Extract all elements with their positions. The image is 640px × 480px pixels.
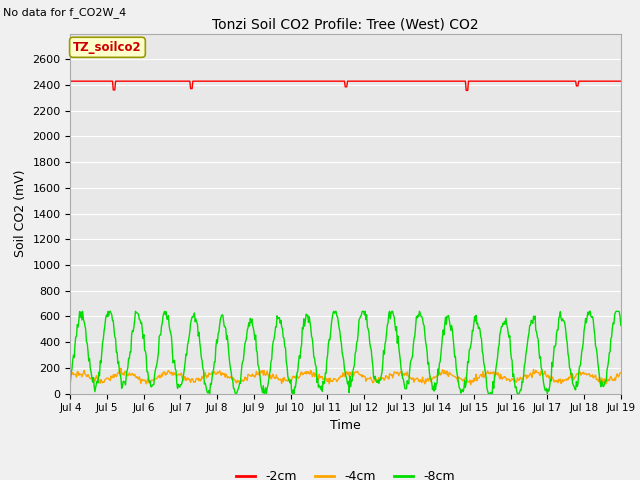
-2cm — [462, 87, 470, 93]
-2cm — [413, 78, 420, 84]
-8cm — [190, 312, 198, 318]
-8cm — [414, 312, 422, 318]
Line: -4cm: -4cm — [70, 368, 621, 384]
Text: TZ_soilco2: TZ_soilco2 — [73, 41, 142, 54]
Legend: -2cm, -4cm, -8cm: -2cm, -4cm, -8cm — [232, 465, 460, 480]
Title: Tonzi Soil CO2 Profile: Tree (West) CO2: Tonzi Soil CO2 Profile: Tree (West) CO2 — [212, 17, 479, 31]
-2cm — [133, 78, 141, 84]
-2cm — [429, 78, 436, 84]
Line: -2cm: -2cm — [70, 81, 621, 90]
-4cm — [134, 375, 141, 381]
Line: -8cm: -8cm — [70, 312, 621, 394]
-8cm — [206, 391, 214, 396]
-4cm — [117, 365, 125, 371]
-4cm — [77, 372, 84, 377]
-2cm — [67, 78, 74, 84]
-8cm — [220, 318, 227, 324]
-4cm — [429, 374, 437, 380]
-8cm — [77, 314, 84, 320]
-4cm — [219, 372, 227, 377]
-8cm — [67, 380, 74, 385]
X-axis label: Time: Time — [330, 419, 361, 432]
-2cm — [189, 78, 196, 84]
Y-axis label: Soil CO2 (mV): Soil CO2 (mV) — [14, 170, 27, 257]
-2cm — [218, 78, 226, 84]
-8cm — [617, 323, 625, 328]
-4cm — [413, 375, 421, 381]
-2cm — [617, 78, 625, 84]
-4cm — [617, 370, 625, 375]
-2cm — [77, 78, 84, 84]
-4cm — [67, 374, 74, 380]
-8cm — [79, 309, 86, 314]
-4cm — [190, 379, 198, 385]
-4cm — [467, 382, 475, 387]
-8cm — [134, 311, 141, 316]
Text: No data for f_CO2W_4: No data for f_CO2W_4 — [3, 7, 127, 18]
-8cm — [430, 388, 438, 394]
